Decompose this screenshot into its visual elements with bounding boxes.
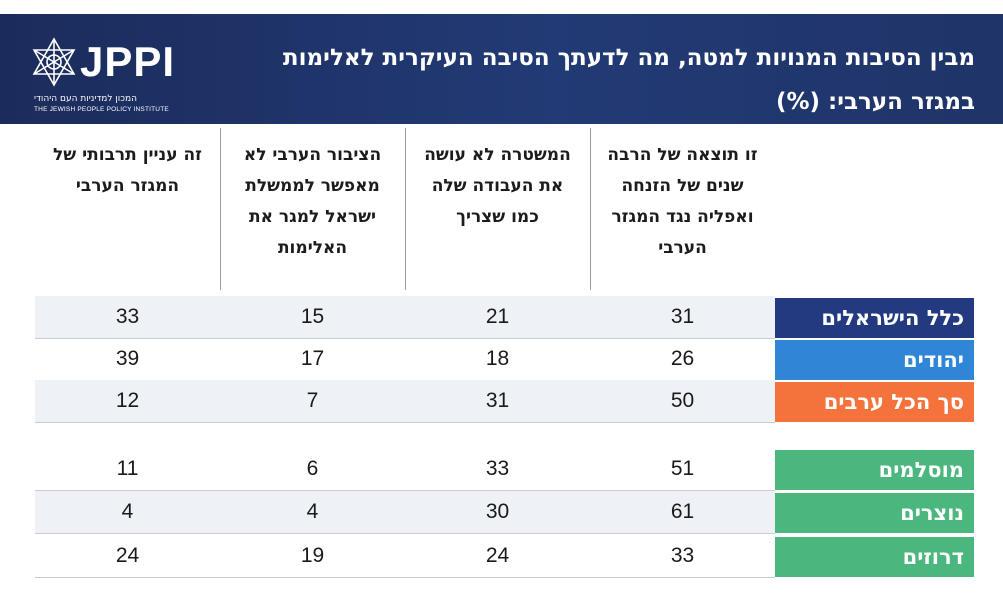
star-of-david-logo-icon [32,37,76,87]
table-cell-value: 30 [485,500,510,523]
jppi-logo: JPPI המכון למדיניות העם היהודי THE JEWIS… [28,36,178,116]
row-divider [35,533,775,534]
table-cell-value: 33 [485,457,510,480]
table-row [35,491,775,533]
chart-title: מבין הסיבות המנויות למטה, מה לדעתך הסיבה… [282,45,975,115]
row-divider [35,422,775,423]
table-cell-value: 33 [115,305,140,328]
column-divider [590,128,591,290]
column-header-neglect: זו תוצאה של הרבה שנים של הזנחה ואפליה נג… [607,145,758,258]
logo-subtitle-english: THE JEWISH PEOPLE POLICY INSTITUTE [34,106,169,113]
row-divider [35,490,775,491]
table-cell-value: 6 [306,457,319,480]
table-cell-value: 61 [670,500,695,523]
table-cell-value: 33 [670,544,695,567]
table-cell-value: 11 [116,457,139,480]
table-cell-value: 17 [300,347,325,370]
row-label: נוצרים [775,493,974,533]
row-label: סך הכל ערבים [775,382,974,422]
table-cell-value: 19 [300,544,325,567]
row-divider [35,577,775,578]
row-label: דרוזים [775,537,974,577]
header-bar: JPPI המכון למדיניות העם היהודי THE JEWIS… [0,14,1003,124]
table-cell-value: 50 [670,389,695,412]
table-row [35,296,775,338]
column-divider [405,128,406,290]
table-cell-value: 21 [485,305,510,328]
row-label: כלל הישראלים [775,298,974,338]
logo-subtitle-hebrew: המכון למדיניות העם היהודי [34,94,138,104]
table-cell-value: 39 [115,347,140,370]
table-cell-value: 4 [306,500,319,523]
table-cell-value: 15 [300,305,325,328]
table-cell-value: 24 [115,544,140,567]
column-header-arab-public: הציבור הערבי לא מאפשר לממשלת ישראל למגר … [243,145,382,258]
column-header-police: המשטרה לא עושה את העבודה שלה כמו שצריך [424,145,571,227]
column-header-cultural: זה עניין תרבותי של המגזר הערבי [53,145,202,196]
row-label: יהודים [775,340,974,380]
table-row [35,380,775,422]
logo-wordmark: JPPI [80,38,176,85]
row-label: מוסלמים [775,450,974,490]
row-divider [35,338,775,339]
table-cell-value: 12 [115,389,140,412]
table-cell-value: 26 [670,347,695,370]
table-cell-value: 51 [670,457,695,480]
table-cell-value: 4 [121,500,134,523]
table-cell-value: 7 [306,389,319,412]
table-cell-value: 31 [670,305,695,328]
table-cell-value: 31 [485,389,510,412]
table-cell-value: 24 [485,544,510,567]
table-cell-value: 18 [485,347,510,370]
column-divider [220,128,221,290]
